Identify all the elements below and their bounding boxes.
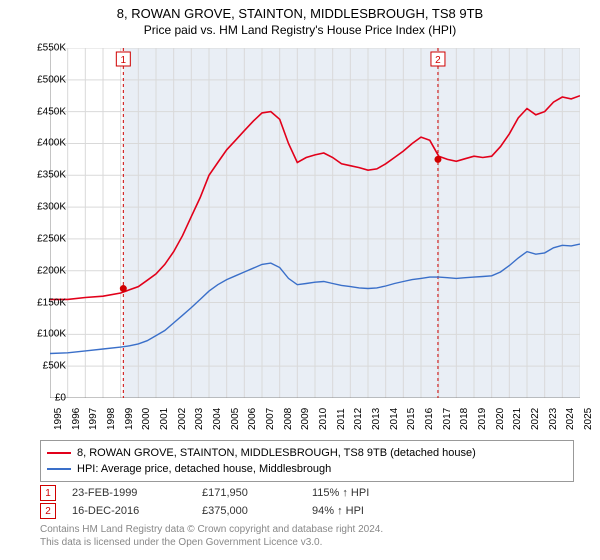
y-tick-label: £200K	[20, 265, 66, 276]
x-tick-label: 2022	[530, 408, 541, 430]
sale-relative: 94% ↑ HPI	[312, 505, 432, 517]
sale-date: 23-FEB-1999	[72, 487, 202, 499]
sale-date: 16-DEC-2016	[72, 505, 202, 517]
chart-title: 8, ROWAN GROVE, STAINTON, MIDDLESBROUGH,…	[0, 6, 600, 21]
x-tick-label: 2025	[583, 408, 594, 430]
legend: 8, ROWAN GROVE, STAINTON, MIDDLESBROUGH,…	[40, 440, 574, 482]
x-tick-label: 2016	[424, 408, 435, 430]
y-tick-label: £100K	[20, 329, 66, 340]
y-tick-label: £0	[20, 393, 66, 404]
x-tick-label: 1995	[53, 408, 64, 430]
y-tick-label: £150K	[20, 297, 66, 308]
sale-marker-icon: 1	[40, 485, 56, 501]
x-tick-label: 2004	[212, 408, 223, 430]
x-tick-label: 2013	[371, 408, 382, 430]
legend-item: 8, ROWAN GROVE, STAINTON, MIDDLESBROUGH,…	[47, 445, 567, 461]
y-tick-label: £250K	[20, 233, 66, 244]
x-tick-label: 2003	[194, 408, 205, 430]
legend-swatch	[47, 452, 71, 454]
x-tick-label: 2015	[406, 408, 417, 430]
svg-text:2: 2	[435, 55, 441, 66]
chart-svg: 12	[50, 48, 580, 398]
footer: Contains HM Land Registry data © Crown c…	[40, 524, 383, 549]
footer-line: Contains HM Land Registry data © Crown c…	[40, 524, 383, 537]
x-tick-label: 2024	[565, 408, 576, 430]
sale-relative: 115% ↑ HPI	[312, 487, 432, 499]
x-tick-label: 2021	[512, 408, 523, 430]
x-tick-label: 2010	[318, 408, 329, 430]
y-tick-label: £50K	[20, 361, 66, 372]
chart-subtitle: Price paid vs. HM Land Registry's House …	[0, 23, 600, 37]
x-tick-label: 2006	[247, 408, 258, 430]
x-tick-label: 2009	[300, 408, 311, 430]
legend-label: HPI: Average price, detached house, Midd…	[77, 463, 331, 475]
y-tick-label: £400K	[20, 138, 66, 149]
x-tick-label: 2000	[141, 408, 152, 430]
legend-item: HPI: Average price, detached house, Midd…	[47, 461, 567, 477]
svg-text:1: 1	[121, 55, 127, 66]
x-tick-label: 2008	[283, 408, 294, 430]
sales-table: 1 23-FEB-1999 £171,950 115% ↑ HPI 2 16-D…	[40, 484, 432, 520]
x-tick-label: 2002	[177, 408, 188, 430]
x-tick-label: 2005	[230, 408, 241, 430]
sale-marker-icon: 2	[40, 503, 56, 519]
sale-row: 1 23-FEB-1999 £171,950 115% ↑ HPI	[40, 484, 432, 502]
legend-label: 8, ROWAN GROVE, STAINTON, MIDDLESBROUGH,…	[77, 447, 476, 459]
legend-swatch	[47, 468, 71, 470]
x-tick-label: 2017	[442, 408, 453, 430]
y-tick-label: £350K	[20, 170, 66, 181]
x-tick-label: 2012	[353, 408, 364, 430]
sale-price: £375,000	[202, 505, 312, 517]
x-tick-label: 1999	[124, 408, 135, 430]
footer-line: This data is licensed under the Open Gov…	[40, 537, 383, 550]
x-tick-label: 2011	[336, 408, 347, 430]
x-tick-label: 2023	[548, 408, 559, 430]
y-tick-label: £300K	[20, 202, 66, 213]
x-tick-label: 2001	[159, 408, 170, 430]
x-tick-label: 1998	[106, 408, 117, 430]
x-tick-label: 2014	[389, 408, 400, 430]
sale-row: 2 16-DEC-2016 £375,000 94% ↑ HPI	[40, 502, 432, 520]
y-tick-label: £550K	[20, 43, 66, 54]
y-tick-label: £500K	[20, 74, 66, 85]
sale-price: £171,950	[202, 487, 312, 499]
x-tick-label: 1997	[88, 408, 99, 430]
chart: 12	[50, 48, 580, 398]
y-tick-label: £450K	[20, 106, 66, 117]
x-tick-label: 2020	[495, 408, 506, 430]
x-tick-label: 2018	[459, 408, 470, 430]
x-tick-label: 2007	[265, 408, 276, 430]
x-tick-label: 2019	[477, 408, 488, 430]
x-tick-label: 1996	[71, 408, 82, 430]
